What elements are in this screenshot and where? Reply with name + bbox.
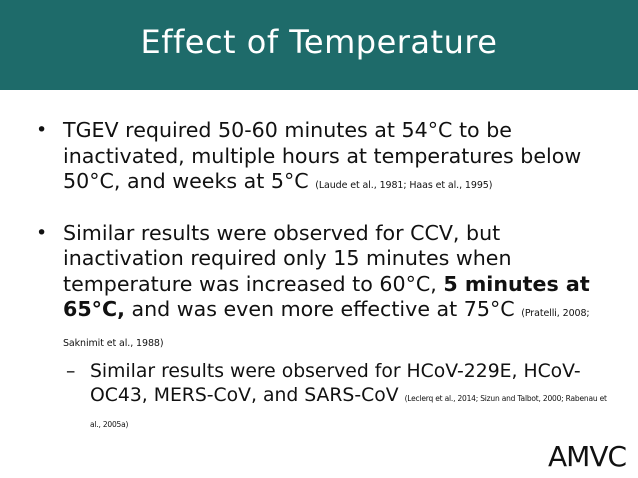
- bullet-1: • TGEV required 50-60 minutes at 54°C to…: [36, 118, 612, 199]
- slide-content: • TGEV required 50-60 minutes at 54°C to…: [36, 118, 612, 437]
- bullet-2: • Similar results were observed for CCV,…: [36, 221, 612, 357]
- sub-bullet: – Similar results were observed for HCoV…: [36, 360, 612, 437]
- sub-bullet-citation: (Leclerq et al., 2014; Sizun and Talbot,…: [90, 393, 607, 430]
- amvc-logo: AMVC: [548, 440, 628, 473]
- bullet-dot: •: [36, 221, 48, 244]
- bullet-2-text: Similar results were observed for CCV, b…: [63, 220, 512, 296]
- sub-bullet-text: Similar results were observed for HCoV-2…: [90, 361, 581, 406]
- bullet-1-citation: (Laude et al., 1981; Haas et al., 1995): [315, 180, 493, 191]
- sub-bullet-dash: –: [66, 361, 76, 382]
- bullet-2-citation: (Pratelli, 2008; Saknimit et al., 1988): [63, 308, 590, 349]
- title-bar: Effect of Temperature: [0, 0, 638, 90]
- bullet-2-text-end: and was even more effective at 75°C: [131, 297, 515, 321]
- slide-title: Effect of Temperature: [140, 23, 498, 61]
- logo-text: AMVC: [548, 440, 627, 473]
- bullet-2-bold-text: 5 minutes at 65°C,: [63, 271, 590, 322]
- bullet-1-text: TGEV required 50-60 minutes at 54°C to b…: [63, 118, 582, 193]
- bullet-dot: •: [36, 119, 48, 141]
